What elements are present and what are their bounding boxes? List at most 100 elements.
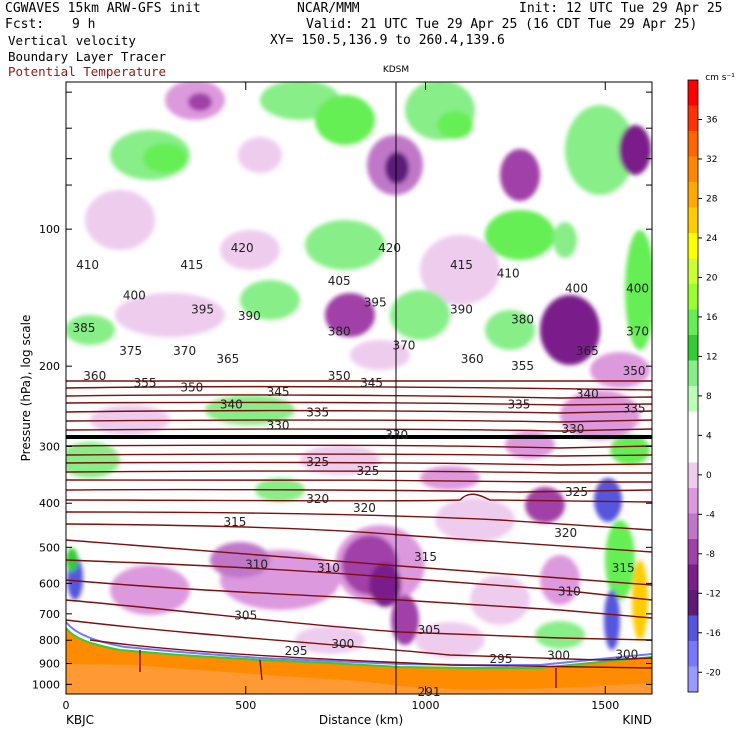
theta-contour-label: 335 xyxy=(306,406,329,420)
theta-contour-label: 370 xyxy=(626,325,649,339)
theta-contour-label: 330 xyxy=(385,428,408,442)
theta-contour-label: 350 xyxy=(328,369,351,383)
y-axis: 100 200 300 400 500 600 700 800 900 1000 xyxy=(32,91,652,691)
colorbar-swatch xyxy=(688,462,698,489)
theta-contour-label: 370 xyxy=(392,338,415,352)
colorbar-label: 16 xyxy=(706,313,718,323)
end-station-label: KIND xyxy=(622,713,652,727)
theta-contour-label: 305 xyxy=(234,608,257,622)
colorbar-swatch xyxy=(688,615,698,642)
theta-contour-label: 390 xyxy=(450,302,473,316)
theta-contour-label: 335 xyxy=(508,398,531,412)
y-tick-label: 400 xyxy=(39,497,60,510)
forecast-label: Fcst: xyxy=(5,17,45,32)
colorbar-swatch xyxy=(688,335,698,361)
theta-contour-label: 315 xyxy=(414,550,437,564)
colorbar-swatch xyxy=(688,284,698,310)
theta-contour-label: 355 xyxy=(134,376,157,390)
colorbar-swatch xyxy=(688,488,698,514)
theta-contour-label: 305 xyxy=(418,623,441,637)
cross-section-xy: XY= 150.5,136.9 to 260.4,139.6 xyxy=(270,33,505,48)
terrain-surface xyxy=(66,664,652,694)
colorbar-label: 24 xyxy=(706,234,718,244)
colorbar-swatch xyxy=(688,233,698,259)
theta-contour-label: 410 xyxy=(76,258,99,272)
theta-contour-label: 395 xyxy=(191,302,214,316)
theta-contour-label: 355 xyxy=(511,359,534,373)
theta-contour-label: 310 xyxy=(558,584,581,598)
colorbar-swatch xyxy=(688,80,698,106)
theta-contour-label: 420 xyxy=(378,241,401,255)
theta-contour-label: 291 xyxy=(418,685,441,699)
center-title: NCAR/MMM xyxy=(297,1,360,16)
theta-contour-label: 365 xyxy=(216,352,239,366)
theta-contour-label: 380 xyxy=(511,313,534,327)
colorbar-label: 32 xyxy=(706,155,717,165)
theta-contour-label: 300 xyxy=(547,649,570,663)
colorbar-swatch xyxy=(688,309,698,336)
colorbar-swatch xyxy=(688,105,698,132)
theta-contour-label: 340 xyxy=(220,398,243,412)
theta-contour-label: 315 xyxy=(224,515,247,529)
theta-contour-label: 350 xyxy=(623,364,646,378)
colorbar-unit: cm s⁻¹ xyxy=(705,73,735,83)
theta-contour-label: 320 xyxy=(306,492,329,506)
y-tick-label: 200 xyxy=(39,360,60,373)
x-axis: 0 500 1000 1500 xyxy=(63,82,619,712)
theta-contour-label: 320 xyxy=(554,526,577,540)
colorbar-swatch xyxy=(688,590,698,616)
theta-contour-label: 400 xyxy=(565,281,588,295)
theta-contour-label: 415 xyxy=(180,258,203,272)
theta-contour-label: 310 xyxy=(245,557,268,571)
colorbar-swatch xyxy=(688,156,698,183)
colorbar-label: 8 xyxy=(706,392,712,402)
colorbar-label: 0 xyxy=(706,471,712,481)
theta-contour-label: 405 xyxy=(328,274,351,288)
theta-contour-label: 315 xyxy=(612,561,635,575)
x-axis-title: Distance (km) xyxy=(319,713,403,727)
theta-contour-label: 325 xyxy=(357,464,380,478)
theta-contour-label: 395 xyxy=(364,296,387,310)
theta-contour-label: 310 xyxy=(317,561,340,575)
valid-time: Valid: 21 UTC Tue 29 Apr 25 (16 CDT Tue … xyxy=(306,17,698,32)
colorbar-swatch xyxy=(688,360,698,387)
colorbar: 36 32 28 24 20 16 12 8 4 0 -4 -8 -12 -16 -20 xyxy=(687,79,721,693)
colorbar-swatch xyxy=(688,207,698,234)
y-tick-label: 600 xyxy=(39,577,60,590)
colorbar-label: 20 xyxy=(706,273,718,283)
theta-contour-label: 390 xyxy=(238,309,261,323)
plot-frame xyxy=(65,81,653,695)
colorbar-swatch xyxy=(688,386,698,412)
y-tick-label: 100 xyxy=(39,223,60,236)
colorbar-label: -20 xyxy=(706,668,721,678)
colorbar-swatch xyxy=(688,182,698,208)
station-label-mid: KDSM xyxy=(383,65,409,75)
field-potential-temperature: Potential Temperature xyxy=(8,64,167,79)
start-station-label: KBJC xyxy=(66,713,94,727)
potential-temperature-contours xyxy=(66,380,652,688)
forecast-value: 9 h xyxy=(72,17,96,32)
theta-contour-label: 300 xyxy=(331,637,354,651)
theta-contour-label: 375 xyxy=(119,344,142,358)
theta-contour-label: 380 xyxy=(328,325,351,339)
colorbar-swatch xyxy=(688,641,698,667)
theta-contour-label: 335 xyxy=(623,402,646,416)
field-boundary-layer-tracer: Boundary Layer Tracer xyxy=(8,49,167,64)
theta-contour-label: 330 xyxy=(267,419,290,433)
theta-contour-label: 345 xyxy=(360,376,383,390)
field-vertical-velocity: Vertical velocity xyxy=(8,33,136,48)
colorbar-swatch xyxy=(688,666,698,693)
theta-contour-label: 415 xyxy=(450,258,473,272)
theta-contour-label: 410 xyxy=(497,266,520,280)
colorbar-label: 4 xyxy=(706,431,712,441)
x-tick-label: 500 xyxy=(235,699,256,712)
colorbar-swatch xyxy=(688,437,698,463)
model-title: CGWAVES 15km ARW-GFS init xyxy=(5,1,201,16)
y-tick-label: 300 xyxy=(39,440,60,453)
theta-contour-label: 295 xyxy=(490,652,513,666)
colorbar-swatch xyxy=(688,539,698,565)
colorbar-label: -16 xyxy=(706,629,721,639)
theta-contour-label: 325 xyxy=(565,485,588,499)
colorbar-label: -12 xyxy=(706,589,721,599)
theta-contour-label: 400 xyxy=(626,281,649,295)
